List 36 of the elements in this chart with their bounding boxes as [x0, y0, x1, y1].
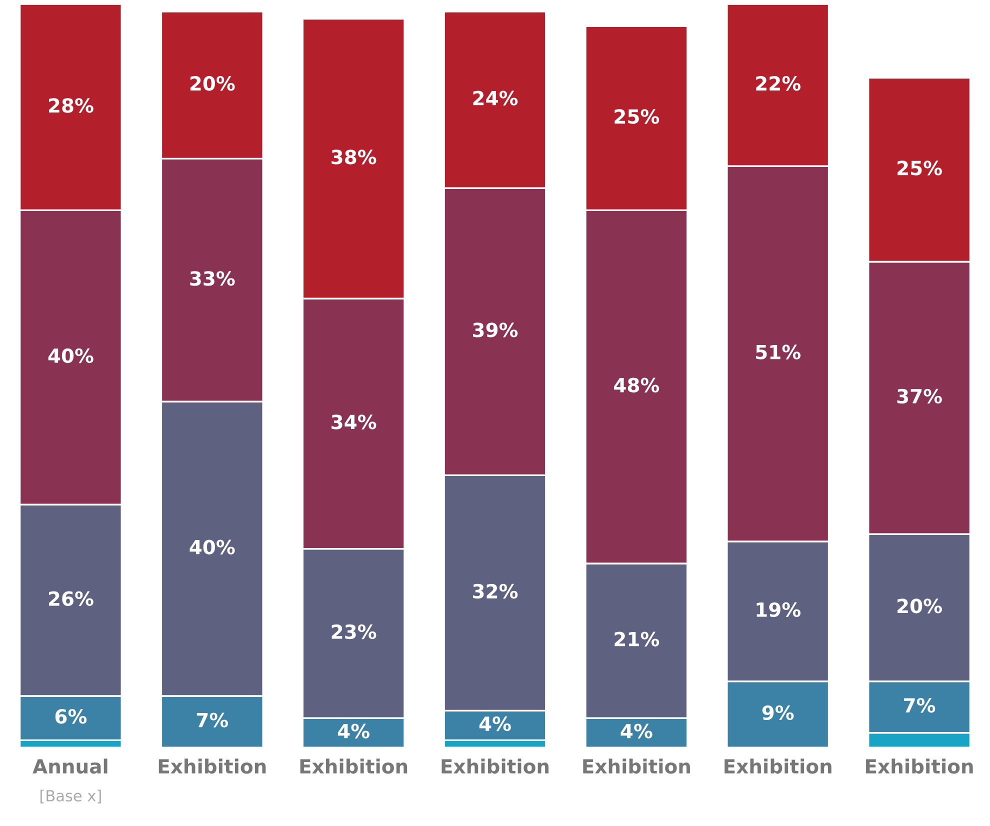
data-label: 22%	[756, 76, 801, 91]
data-label: 24%	[473, 90, 518, 106]
data-label: 23%	[332, 624, 376, 640]
data-label: 40%	[190, 540, 235, 554]
data-label: 21%	[614, 632, 660, 646]
data-label: 51%	[756, 344, 801, 360]
x-tick-label: Exhibition	[442, 758, 549, 774]
x-tick-label: Exhibition	[300, 758, 408, 774]
x-tick-label: Exhibition	[583, 758, 690, 774]
data-label: 48%	[614, 378, 660, 393]
data-label: 9%	[762, 705, 794, 720]
data-label: 6%	[55, 709, 87, 724]
data-label: 28%	[48, 98, 94, 113]
data-label: 40%	[48, 348, 94, 364]
data-label: 20%	[898, 598, 942, 614]
data-label: 25%	[898, 160, 942, 176]
data-label: 26%	[48, 591, 94, 606]
data-label: 32%	[473, 584, 518, 599]
data-label: 25%	[614, 109, 660, 124]
text: [Base x]	[40, 790, 101, 804]
data-label: 37%	[897, 388, 942, 404]
data-label: 4%	[338, 724, 370, 738]
data-label: 4%	[620, 724, 652, 738]
x-tick-label: Exhibition	[158, 758, 266, 774]
data-label: 33%	[190, 271, 235, 286]
data-label: 34%	[332, 414, 376, 430]
x-tick-label: Exhibition	[866, 758, 973, 774]
data-label: 20%	[190, 76, 235, 91]
data-label: 7%	[904, 698, 936, 713]
data-label: 38%	[332, 150, 376, 164]
data-label: 4%	[479, 716, 511, 732]
data-label: 39%	[473, 322, 518, 338]
data-label: 7%	[196, 712, 228, 728]
x-tick-label: Exhibition	[724, 758, 832, 774]
data-label: 19%	[756, 602, 801, 618]
x-tick-label: Annual	[32, 758, 108, 774]
